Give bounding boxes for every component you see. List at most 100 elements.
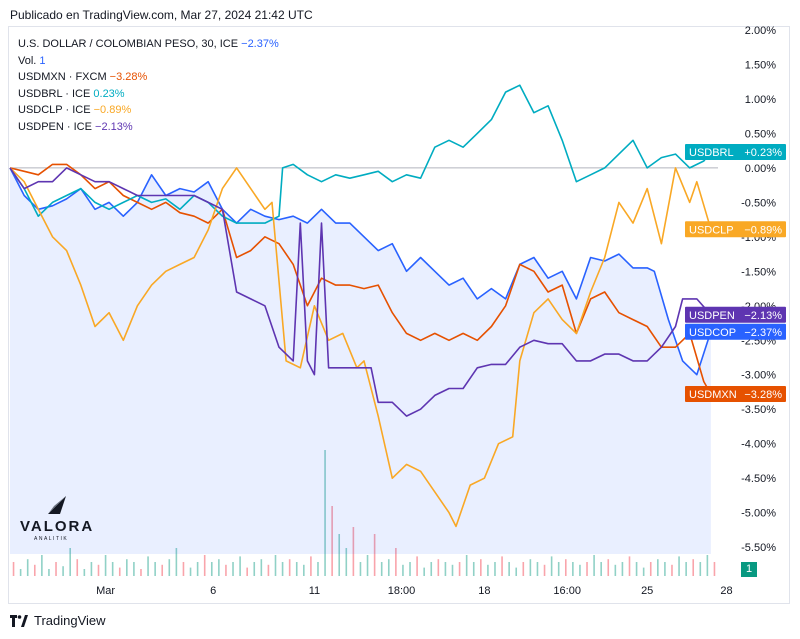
volume-bar	[536, 562, 539, 576]
volume-bar	[494, 562, 496, 576]
x-tick-label: 18	[478, 585, 490, 597]
y-tick-label: -3.00%	[741, 370, 776, 382]
end-label-usdcop: USDCOP −2.37%	[685, 323, 786, 340]
volume-bar	[225, 564, 227, 576]
volume-bar	[564, 559, 567, 576]
volume-bar	[409, 562, 411, 576]
volume-bar	[543, 564, 546, 576]
legend-item-name: USDBRL · ICE	[18, 87, 91, 100]
volume-bar	[19, 569, 22, 576]
indicator-badge[interactable]: 1	[741, 562, 757, 577]
legend-item-name: USDMXN · FXCM	[18, 71, 107, 83]
valora-subtitle: ANALITIK	[34, 536, 69, 542]
legend-item-value: −2.13%	[95, 120, 133, 133]
end-label-box	[685, 386, 786, 403]
footer-brand-label: TradingView	[34, 613, 106, 628]
x-tick-label: 28	[720, 585, 732, 597]
legend-item-value: −3.28%	[109, 71, 148, 83]
volume-bar	[203, 555, 206, 576]
volume-bar	[76, 559, 79, 576]
volume-bar	[140, 569, 142, 576]
volume-bar	[41, 555, 43, 576]
volume-bar	[48, 569, 50, 576]
volume-bar	[678, 556, 680, 576]
published-caption: Publicado en TradingView.com, Mar 27, 20…	[10, 8, 313, 22]
volume-bar	[12, 562, 15, 576]
volume-bar	[295, 562, 298, 576]
legend-item-usdclp[interactable]: USDCLP · ICE −0.89%	[18, 102, 279, 119]
volume-bar	[685, 562, 687, 576]
volume-bar	[189, 567, 192, 576]
volume-bar	[671, 564, 673, 576]
volume-bar	[338, 534, 341, 576]
end-label-value: −2.13%	[744, 310, 782, 322]
legend-vol-value: 1	[39, 54, 46, 67]
volume-bar	[621, 562, 624, 576]
volume-bar	[713, 562, 716, 576]
y-tick-label: 1.50%	[745, 59, 776, 71]
legend-item-usdmxn[interactable]: USDMXN · FXCM −3.28%	[18, 69, 279, 86]
volume-bar	[359, 562, 362, 576]
volume-bar	[416, 556, 418, 576]
volume-bar	[324, 450, 326, 576]
y-tick-label: -0.50%	[741, 197, 776, 209]
volume-bar	[586, 562, 588, 576]
series-line-usdcop	[9, 167, 712, 376]
footer-brand[interactable]: TradingView	[10, 613, 106, 628]
volume-bar	[317, 562, 319, 576]
volume-bar	[664, 562, 666, 576]
legend-item-usdpen[interactable]: USDPEN · ICE −2.13%	[18, 119, 279, 136]
volume-bar	[635, 562, 638, 576]
volume-bar	[366, 555, 369, 576]
volume-bar	[182, 562, 185, 576]
volume-bar	[522, 562, 525, 576]
volume-bar	[267, 564, 270, 576]
series-lines	[9, 84, 712, 554]
volume-bar	[451, 564, 454, 576]
volume-bar	[423, 567, 425, 576]
series-line-usdmxn	[9, 163, 712, 395]
volume-bar	[126, 559, 128, 576]
volume-bar	[154, 562, 156, 576]
volume-bar	[274, 555, 277, 576]
volume-bar	[90, 562, 93, 576]
y-tick-label: 0.50%	[745, 128, 776, 140]
volume-bar	[458, 562, 461, 576]
volume-bar	[387, 559, 390, 576]
series-line-usdbrl	[9, 84, 712, 224]
volume-bar	[706, 555, 709, 576]
end-label-box	[685, 323, 786, 340]
volume-bar	[69, 548, 71, 576]
y-tick-label: 0.00%	[745, 163, 776, 175]
end-label-symbol: USDCLP	[689, 224, 734, 236]
legend-item-usdbrl[interactable]: USDBRL · ICE 0.23%	[18, 86, 279, 103]
end-label-box	[685, 221, 786, 238]
volume-bar	[352, 527, 355, 576]
valora-wordmark: VALORA	[20, 518, 95, 535]
legend-main-name: U.S. DOLLAR / COLOMBIAN PESO, 30, ICE	[18, 38, 239, 50]
end-label-symbol: USDBRL	[689, 147, 734, 159]
end-label-box	[685, 306, 786, 323]
legend-vol[interactable]: Vol. 1	[18, 53, 279, 70]
legend-item-name: USDPEN · ICE	[18, 120, 92, 133]
end-label-usdbrl: USDBRL +0.23%	[685, 144, 786, 161]
legend-vol-name: Vol.	[18, 54, 37, 67]
volume-bar	[133, 562, 135, 576]
y-tick-label: -5.50%	[741, 542, 776, 554]
volume-bar	[26, 559, 29, 576]
valora-logo-icon	[48, 496, 66, 514]
legend-main[interactable]: U.S. DOLLAR / COLOMBIAN PESO, 30, ICE −2…	[18, 36, 279, 53]
volume-bar	[607, 559, 610, 576]
chart-frame	[8, 26, 790, 604]
volume-bar	[33, 564, 36, 576]
volume-bar	[487, 564, 489, 576]
volume-bar	[331, 506, 333, 576]
volume-bar	[444, 562, 447, 576]
series-line-usdclp	[9, 167, 712, 528]
volume-bar	[628, 556, 631, 576]
volume-bar	[288, 559, 291, 576]
volume-bar	[614, 564, 617, 576]
volume-bar	[480, 559, 482, 576]
volume-bar	[97, 564, 100, 576]
